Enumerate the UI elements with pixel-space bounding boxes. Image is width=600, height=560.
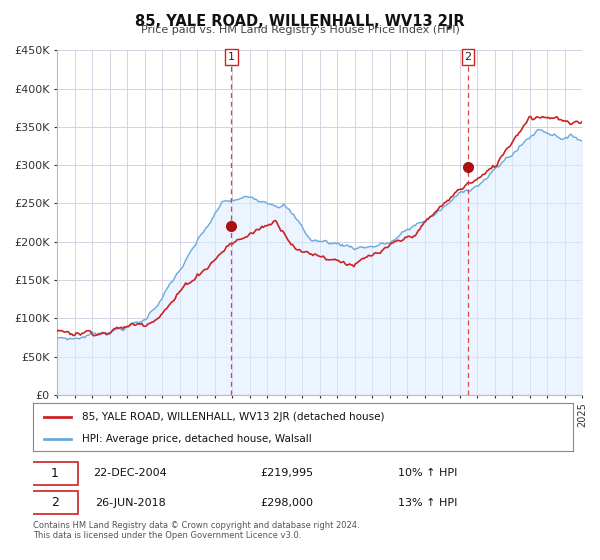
FancyBboxPatch shape xyxy=(32,491,78,515)
Text: 26-JUN-2018: 26-JUN-2018 xyxy=(95,498,166,508)
Text: Contains HM Land Registry data © Crown copyright and database right 2024.: Contains HM Land Registry data © Crown c… xyxy=(33,521,359,530)
Text: 22-DEC-2004: 22-DEC-2004 xyxy=(94,468,167,478)
Text: 2: 2 xyxy=(50,496,59,510)
Text: This data is licensed under the Open Government Licence v3.0.: This data is licensed under the Open Gov… xyxy=(33,531,301,540)
Text: 2: 2 xyxy=(464,52,472,62)
Text: 85, YALE ROAD, WILLENHALL, WV13 2JR (detached house): 85, YALE ROAD, WILLENHALL, WV13 2JR (det… xyxy=(82,412,384,422)
Text: Price paid vs. HM Land Registry's House Price Index (HPI): Price paid vs. HM Land Registry's House … xyxy=(140,25,460,35)
FancyBboxPatch shape xyxy=(32,462,78,485)
Text: 85, YALE ROAD, WILLENHALL, WV13 2JR: 85, YALE ROAD, WILLENHALL, WV13 2JR xyxy=(135,14,465,29)
Text: 1: 1 xyxy=(50,466,59,480)
Text: HPI: Average price, detached house, Walsall: HPI: Average price, detached house, Wals… xyxy=(82,434,311,444)
Text: £298,000: £298,000 xyxy=(260,498,313,508)
Text: 10% ↑ HPI: 10% ↑ HPI xyxy=(398,468,457,478)
Text: 13% ↑ HPI: 13% ↑ HPI xyxy=(398,498,457,508)
Text: £219,995: £219,995 xyxy=(260,468,313,478)
Text: 1: 1 xyxy=(228,52,235,62)
